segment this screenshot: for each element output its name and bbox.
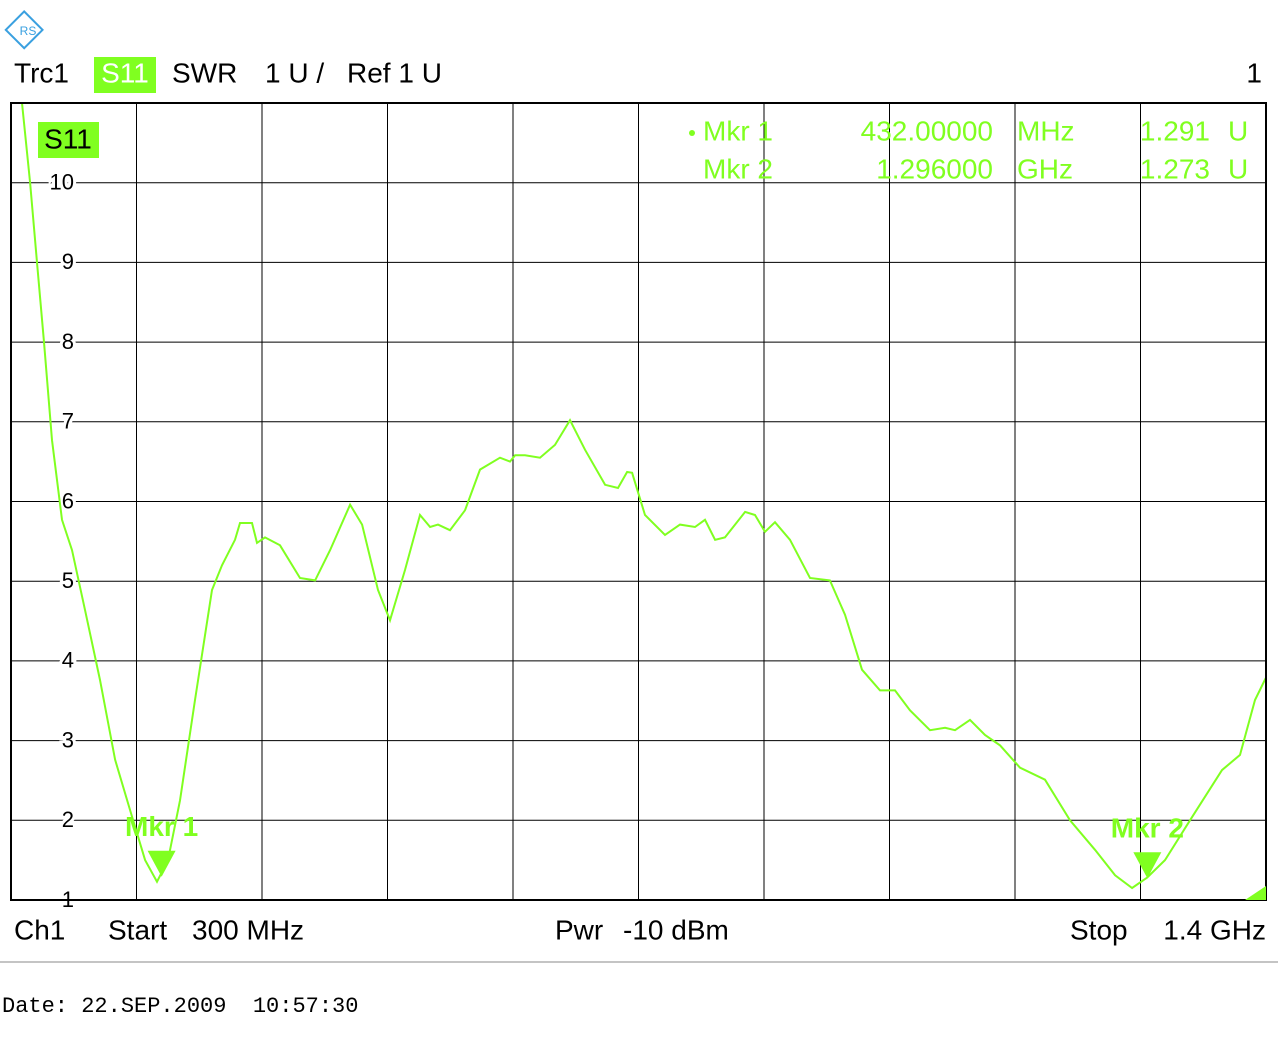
marker-name: Mkr 2 [703,153,773,184]
window-number: 1 [1246,57,1262,88]
ref: Ref 1 U [347,57,442,88]
marker-x: 1.296000 [876,153,993,184]
marker-y: 1.273 [1140,153,1210,184]
marker-label: Mkr 1 [125,811,198,842]
svg-text:RS: RS [20,24,37,38]
format: SWR [172,57,237,88]
stop-value: 1.4 GHz [1163,914,1266,945]
stop-label: Stop [1070,914,1128,945]
y-tick-label: 2 [62,807,74,832]
y-tick-label: 8 [62,329,74,354]
y-tick-label: 9 [62,249,74,274]
marker-x-unit: MHz [1017,115,1075,146]
marker-y: 1.291 [1140,115,1210,146]
marker-triangle [147,850,176,877]
marker-y-unit: U [1228,153,1248,184]
plot-frame [10,102,1267,901]
marker-triangle [1133,852,1162,879]
marker-label: Mkr 2 [1111,813,1184,844]
marker-y-unit: U [1228,115,1248,146]
param-box [94,57,156,93]
marker-x: 432.00000 [861,115,993,146]
y-tick-label: 7 [62,409,74,434]
plot [21,103,1266,890]
y-tick-label: 6 [62,488,74,513]
trace [21,103,1266,890]
trace-label-box [38,122,99,158]
y-tick-label: 3 [62,727,74,752]
marker-name: Mkr 1 [703,115,773,146]
marker-x-unit: GHz [1017,153,1073,184]
date: Date: 22.SEP.2009 10:57:30 [2,994,358,1019]
power-label: Pwr [555,914,603,945]
logo: RS [4,10,44,50]
param: S11 [101,57,149,88]
active-dot [689,130,695,136]
trace-id: Trc1 [14,57,69,88]
y-tick-label: 10 [50,170,74,195]
y-tick-label: 5 [62,568,74,593]
trace-label: S11 [44,123,92,154]
corner-indicator [1245,886,1266,900]
scale: 1 U / [265,57,324,88]
start-label: Start [108,914,167,945]
start-value: 300 MHz [192,914,304,945]
y-tick-label: 4 [62,648,74,673]
power-value: -10 dBm [623,914,729,945]
channel: Ch1 [14,914,65,945]
